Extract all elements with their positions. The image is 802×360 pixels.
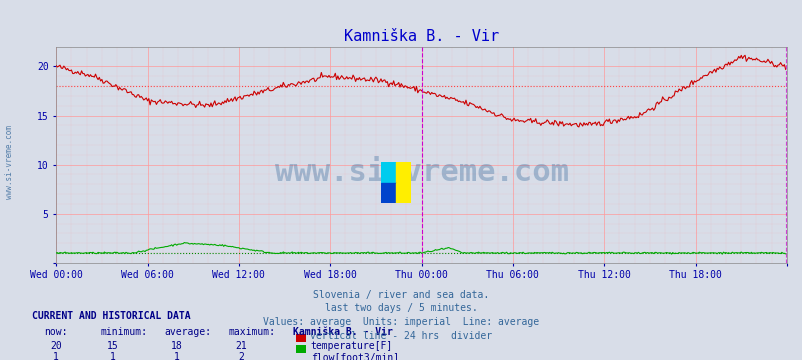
Text: www.si-vreme.com: www.si-vreme.com bbox=[5, 125, 14, 199]
Text: maximum:: maximum: bbox=[229, 327, 276, 337]
Text: CURRENT AND HISTORICAL DATA: CURRENT AND HISTORICAL DATA bbox=[32, 311, 191, 321]
Bar bbox=[295, 334, 306, 342]
Text: Slovenia / river and sea data.: Slovenia / river and sea data. bbox=[313, 290, 489, 300]
Text: minimum:: minimum: bbox=[100, 327, 148, 337]
Bar bbox=[380, 162, 395, 183]
Text: temperature[F]: temperature[F] bbox=[310, 341, 392, 351]
Text: 21: 21 bbox=[235, 341, 246, 351]
Text: now:: now: bbox=[44, 327, 67, 337]
Text: 1: 1 bbox=[109, 352, 115, 360]
Text: 20: 20 bbox=[51, 341, 62, 351]
Text: www.si-vreme.com: www.si-vreme.com bbox=[274, 158, 568, 186]
Text: Values: average  Units: imperial  Line: average: Values: average Units: imperial Line: av… bbox=[263, 317, 539, 327]
Text: average:: average: bbox=[164, 327, 212, 337]
Bar bbox=[395, 162, 411, 183]
Text: 18: 18 bbox=[171, 341, 182, 351]
Text: 2: 2 bbox=[237, 352, 244, 360]
Bar bbox=[295, 345, 306, 353]
Text: vertical line - 24 hrs  divider: vertical line - 24 hrs divider bbox=[310, 331, 492, 341]
Text: last two days / 5 minutes.: last two days / 5 minutes. bbox=[325, 303, 477, 314]
Text: 1: 1 bbox=[173, 352, 180, 360]
Text: 15: 15 bbox=[107, 341, 118, 351]
Bar bbox=[395, 183, 411, 203]
Text: flow[foot3/min]: flow[foot3/min] bbox=[310, 352, 399, 360]
Text: 1: 1 bbox=[53, 352, 59, 360]
Title: Kamniška B. - Vir: Kamniška B. - Vir bbox=[343, 29, 499, 44]
Text: Kamniška B. - Vir: Kamniška B. - Vir bbox=[293, 327, 392, 337]
Bar bbox=[380, 183, 395, 203]
